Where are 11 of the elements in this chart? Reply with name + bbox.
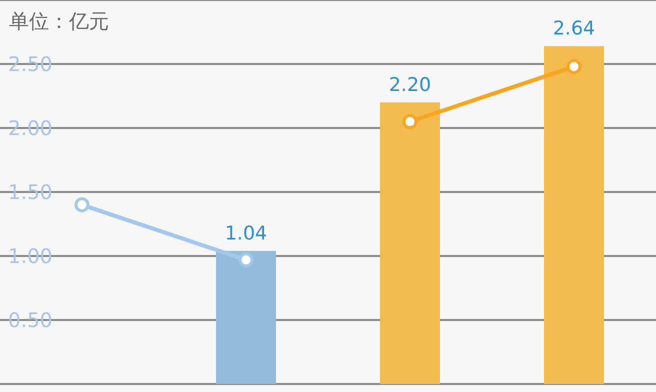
point (74, 197, 90, 212)
point (238, 252, 254, 268)
text: 单位：亿元 (9, 9, 109, 33)
point (566, 59, 582, 74)
data-label: 2.64 (552, 18, 596, 40)
data-label: 1.04 (224, 222, 268, 244)
bar (380, 102, 440, 384)
data-label: 2.20 (388, 74, 432, 96)
bar (216, 250, 276, 384)
bar (544, 46, 604, 384)
point (402, 114, 418, 130)
